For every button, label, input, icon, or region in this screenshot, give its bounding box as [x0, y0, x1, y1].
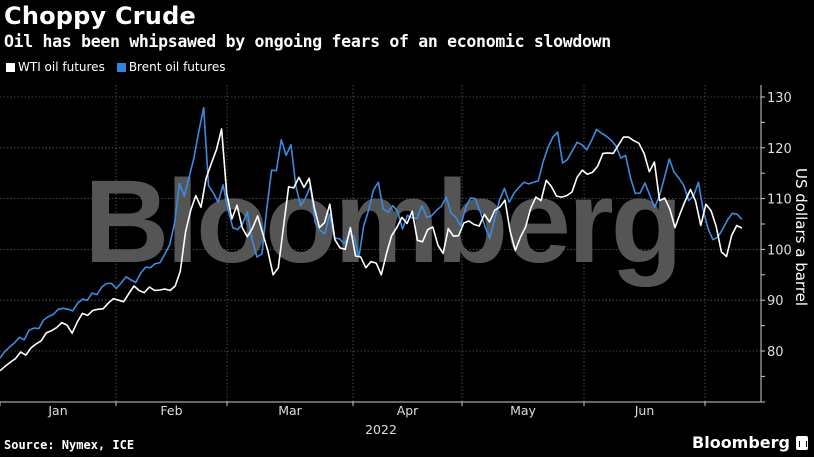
wti-series-line — [0, 128, 743, 372]
brent-series-line — [0, 106, 743, 359]
legend-item-brent: Brent oil futures — [116, 60, 226, 74]
bloomberg-logo-icon — [796, 435, 808, 450]
axes — [0, 85, 765, 406]
legend: WTI oil futures Brent oil futures — [6, 60, 226, 74]
chart-subtitle: Oil has been whipsawed by ongoing fears … — [4, 32, 611, 51]
x-axis-year-label: 2022 — [365, 422, 397, 437]
svg-text:Jun: Jun — [634, 403, 655, 418]
y-axis-label: US dollars a barrel — [792, 168, 810, 307]
svg-text:100: 100 — [767, 243, 792, 258]
line-chart: Bloomberg 80 90 100 110 120 130 Jan Feb Mar Apr M… — [0, 85, 792, 437]
svg-text:120: 120 — [767, 142, 792, 157]
chart-title: Choppy Crude — [4, 2, 196, 30]
y-axis-tick-labels: 80 90 100 110 120 130 — [767, 91, 792, 360]
legend-swatch-wti — [6, 62, 15, 72]
svg-text:110: 110 — [767, 193, 792, 208]
svg-text:Feb: Feb — [160, 403, 182, 418]
legend-label-wti: WTI oil futures — [18, 60, 105, 74]
legend-item-wti: WTI oil futures — [6, 60, 105, 74]
x-axis-tick-labels: Jan Feb Mar Apr May Jun — [47, 403, 654, 418]
svg-text:Apr: Apr — [397, 403, 419, 418]
svg-text:80: 80 — [767, 345, 784, 360]
bloomberg-watermark: Bloomberg — [84, 156, 680, 288]
svg-text:90: 90 — [767, 294, 784, 309]
svg-text:May: May — [510, 403, 536, 418]
svg-text:Mar: Mar — [278, 403, 302, 418]
bloomberg-brand: Bloomberg — [692, 433, 808, 452]
brand-text: Bloomberg — [692, 433, 790, 452]
gridlines — [0, 85, 761, 402]
legend-label-brent: Brent oil futures — [128, 60, 226, 74]
svg-text:Jan: Jan — [47, 403, 67, 418]
legend-swatch-brent — [116, 62, 126, 72]
source-note: Source: Nymex, ICE — [4, 438, 135, 452]
svg-text:130: 130 — [767, 91, 792, 106]
